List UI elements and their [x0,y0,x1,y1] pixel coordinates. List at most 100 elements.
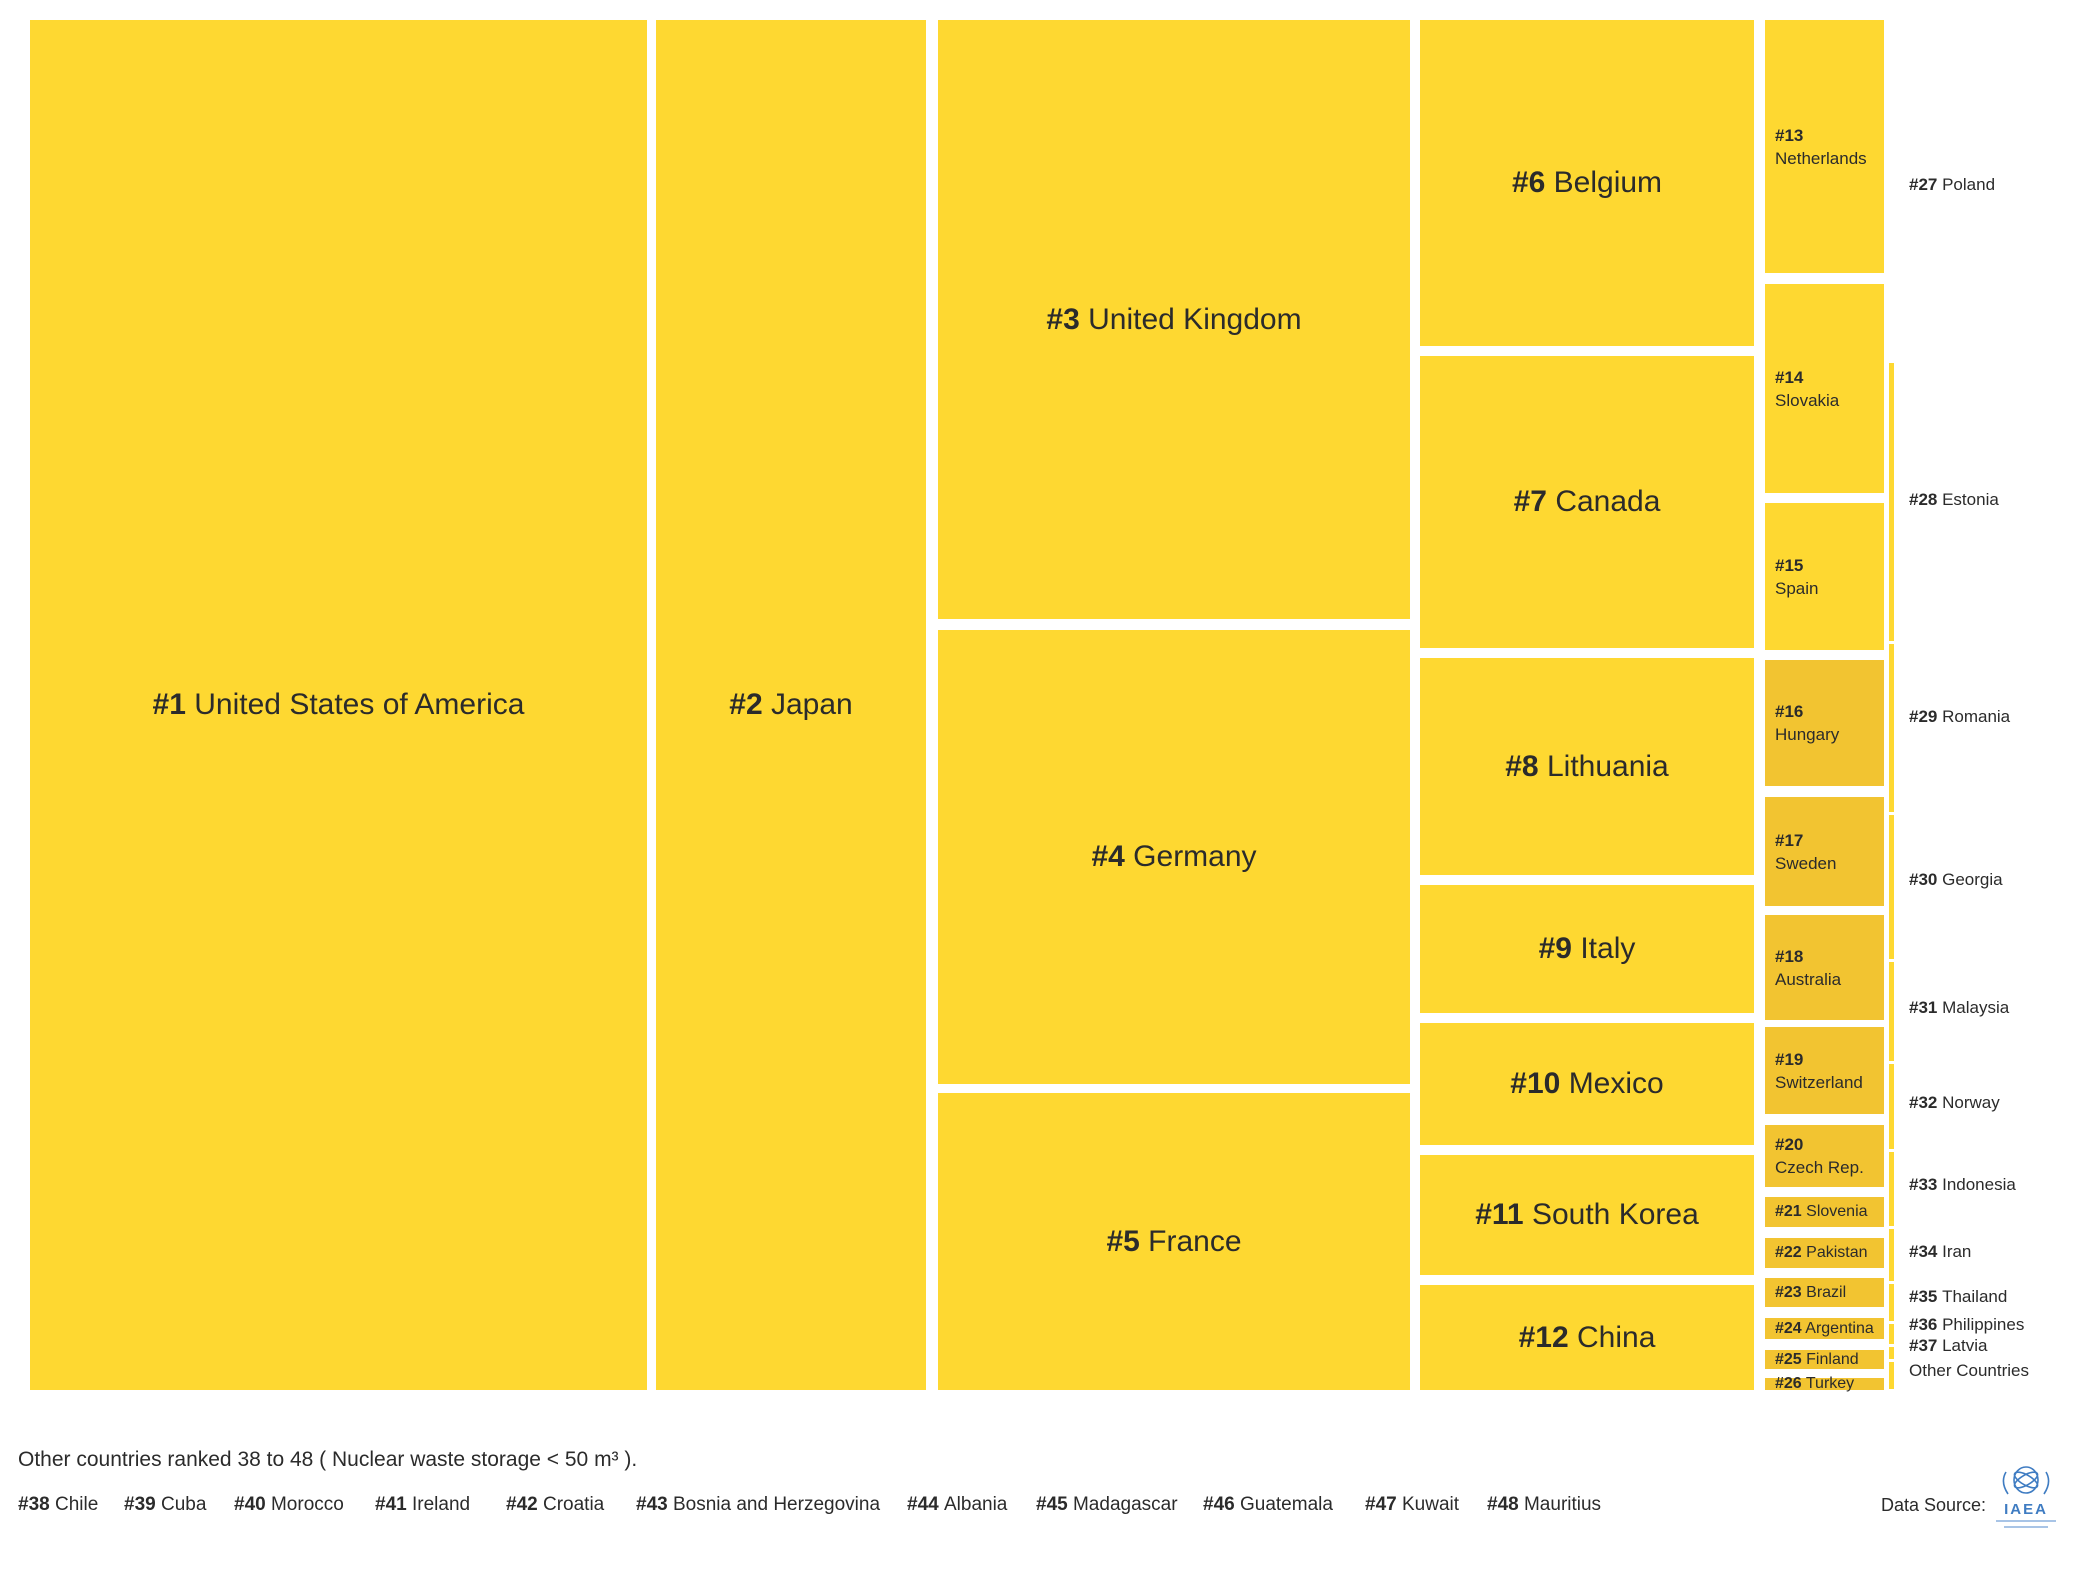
other-country-chile: #38 Chile [18,1494,98,1516]
tile-rank: #24 [1775,1319,1802,1337]
tile-switzerland: #19 Switzerland [1765,1027,1884,1114]
tile-rank: #7 [1513,485,1547,518]
tile-united-states-of-america: #1 United States of America [30,20,647,1390]
tile-rank: #4 [1091,840,1125,873]
side-label-rank: #31 [1909,998,1943,1017]
tile-name: Lithuania [1546,749,1669,783]
other-country-kuwait: #47 Kuwait [1365,1494,1459,1516]
tile-sweden: #17 Sweden [1765,797,1884,906]
tile-united-kingdom: #3 United Kingdom [938,20,1410,619]
other-country-rank: #44 [907,1494,944,1515]
tile-label: #24 Argentina [1775,1320,1874,1338]
side-label-name: Georgia [1942,870,2003,889]
other-country-name: Bosnia and Herzegovina [672,1494,881,1515]
tile-name: Brazil [1806,1283,1847,1301]
tile-name: Germany [1133,840,1257,873]
tile-name: Sweden [1775,853,1837,873]
tile-rank: #12 [1518,1320,1569,1354]
tile-name: Spain [1775,578,1819,598]
tile-rank: #18 [1775,946,1804,966]
tile-label: #19 Switzerland [1775,1048,1863,1094]
side-label-rank: #30 [1909,870,1943,889]
other-country-rank: #48 [1487,1494,1524,1515]
side-label-rank: #37 [1909,1336,1943,1355]
tile-rank: #3 [1046,302,1080,336]
tile-argentina: #24 Argentina [1765,1318,1884,1339]
other-country-name: Madagascar [1072,1494,1178,1515]
tile-name: Slovakia [1775,390,1840,410]
tile-label: #7 Canada [1420,485,1754,519]
tile-label: #22 Pakistan [1775,1244,1868,1262]
tile-rank: #2 [729,688,763,721]
side-label-rank: #34 [1909,1242,1943,1261]
tile-label: #17 Sweden [1775,829,1836,875]
iaea-logo: IAEA [1996,1466,2056,1528]
side-label-rank: #32 [1909,1093,1943,1112]
other-country-morocco: #40 Morocco [234,1494,344,1516]
tile-canada: #7 Canada [1420,356,1754,648]
tile-netherlands: #13 Netherlands [1765,20,1884,273]
tile-belgium: #6 Belgium [1420,20,1754,346]
other-country-name: Ireland [411,1494,471,1515]
other-country-name: Guatemala [1239,1494,1333,1515]
other-country-name: Croatia [542,1494,605,1515]
tile-name: Turkey [1805,1375,1855,1392]
tile-china: #12 China [1420,1285,1754,1390]
side-label-name: Latvia [1942,1336,1988,1355]
tile-label: #8 Lithuania [1420,750,1754,784]
tile-label: #12 China [1420,1321,1754,1355]
side-label-name: Romania [1942,707,2011,726]
tile-label: #20 Czech Rep. [1775,1133,1864,1179]
other-country-rank: #41 [375,1494,412,1515]
side-bar [1889,962,1894,1061]
tile-italy: #9 Italy [1420,885,1754,1013]
tile-pakistan: #22 Pakistan [1765,1238,1884,1268]
side-label-name: Thailand [1942,1287,2008,1306]
treemap-chart: #1 United States of America #2 Japan #3 Un… [30,20,1894,1392]
side-label-rank: #33 [1909,1175,1943,1194]
other-country-name: Kuwait [1401,1494,1460,1515]
tile-label: #3 United Kingdom [938,303,1410,337]
tile-name: United Kingdom [1088,302,1302,336]
other-country-mauritius: #48 Mauritius [1487,1494,1601,1516]
side-label-name: Poland [1942,175,1996,194]
side-label-latvia: #37 Latvia [1909,1336,1987,1356]
side-bar [1889,1347,1894,1359]
side-label-rank: #28 [1909,490,1943,509]
tile-czech-rep: #20 Czech Rep. [1765,1125,1884,1187]
side-label-indonesia: #33 Indonesia [1909,1175,2016,1195]
tile-hungary: #16 Hungary [1765,660,1884,786]
other-country-rank: #39 [124,1494,161,1515]
other-country-rank: #47 [1365,1494,1402,1515]
side-label-name: Indonesia [1942,1175,2016,1194]
tile-name: Finland [1806,1350,1859,1368]
tile-name: Australia [1775,969,1842,989]
tile-rank: #1 [152,688,186,721]
side-label-iran: #34 Iran [1909,1242,1971,1262]
tile-label: #25 Finland [1775,1351,1859,1369]
other-country-rank: #46 [1203,1494,1240,1515]
tile-label: #4 Germany [938,840,1410,874]
side-bar [1889,1229,1894,1281]
other-country-madagascar: #45 Madagascar [1036,1494,1178,1516]
tile-name: Mexico [1568,1067,1664,1100]
other-country-name: Mauritius [1523,1494,1602,1515]
tile-rank: #10 [1510,1067,1561,1100]
side-label-rank: #36 [1909,1315,1943,1334]
tile-rank: #22 [1775,1244,1802,1261]
side-label-rank: #35 [1909,1287,1943,1306]
other-country-croatia: #42 Croatia [506,1494,604,1516]
tile-label: #23 Brazil [1775,1284,1846,1302]
other-country-rank: #40 [234,1494,271,1515]
tile-turkey: #26 Turkey [1765,1375,1884,1392]
tile-name: Czech Rep. [1775,1158,1864,1177]
other-country-ireland: #41 Ireland [375,1494,470,1516]
side-label-norway: #32 Norway [1909,1093,2000,1113]
side-bar [1889,1362,1894,1389]
other-country-name: Albania [943,1494,1008,1515]
tile-label: #15 Spain [1775,554,1818,600]
tile-france: #5 France [938,1093,1410,1390]
side-bar [1889,1284,1894,1321]
side-bar [1889,644,1894,812]
side-label-name: Estonia [1942,490,1999,509]
